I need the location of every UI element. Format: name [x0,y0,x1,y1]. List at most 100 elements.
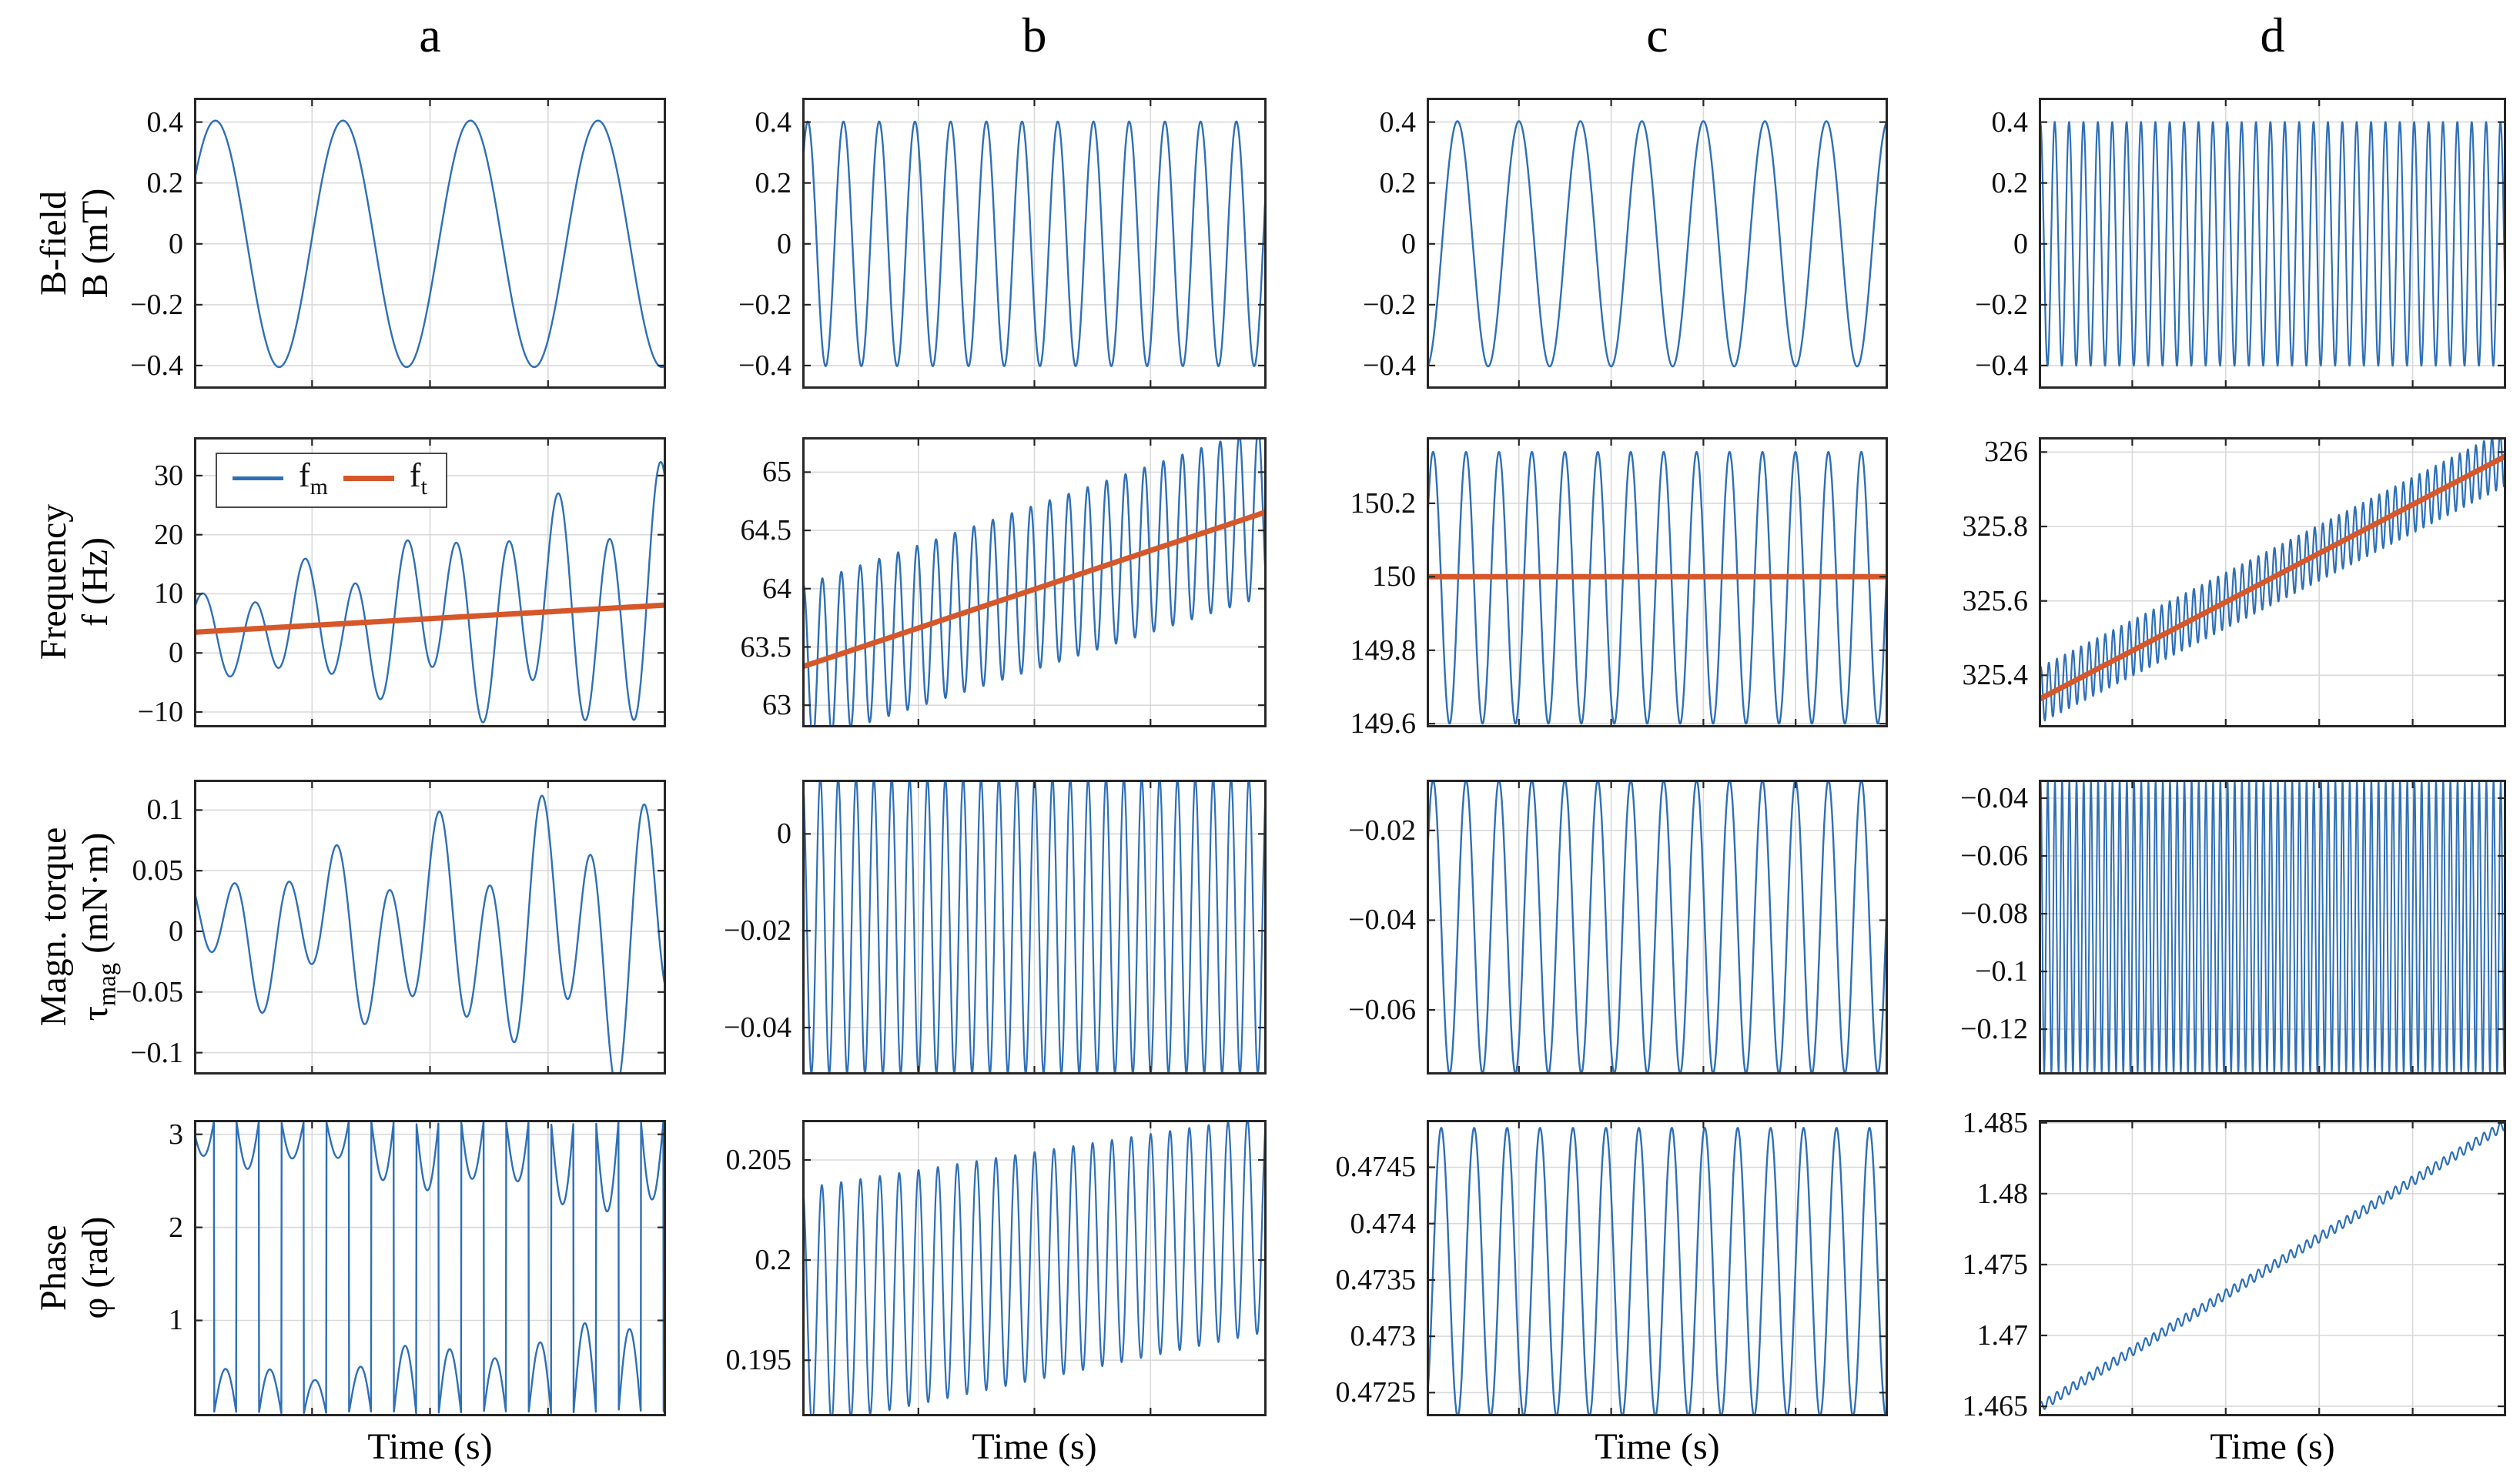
time-axis-label-c: Time (s) [1595,1426,1720,1467]
legend-fm-label: fm [299,456,328,500]
y-tick-label: −0.2 [1975,288,2028,321]
row-label-torque-symbol: τmag (mN·m) [74,832,122,1021]
y-tick-label: 0.4725 [1335,1376,1417,1409]
y-tick-label: 1.485 [1962,1106,2029,1139]
y-tick-label: 0.473 [1350,1320,1417,1353]
y-tick-label: 0.4 [1379,105,1417,139]
phase-c-plot [1427,1120,1888,1416]
y-tick-label: −0.1 [1975,955,2028,988]
y-tick-label: 1.475 [1962,1248,2029,1281]
time-axis-label-b: Time (s) [972,1426,1097,1467]
row-label-frequency-name: Frequency [33,503,74,660]
y-tick-label: 0.4 [755,105,792,139]
y-tick-label: −0.4 [738,349,791,382]
row-label-phase-name: Phase [33,1225,74,1311]
y-tick-label: 0.2 [146,166,184,199]
phase-d-plot [2039,1120,2506,1416]
time-axis-label-d: Time (s) [2210,1426,2335,1467]
y-tick-label: 0.474 [1350,1207,1417,1240]
torque-b-plot [802,780,1267,1075]
y-tick-label: 325.8 [1962,510,2029,543]
y-tick-label: 64 [762,572,791,605]
y-tick-label: 325.4 [1962,659,2029,692]
y-tick-label: −0.4 [130,349,183,382]
y-tick-label: 0 [1401,227,1416,260]
y-tick-label: 0.05 [132,854,184,887]
panel-bfield-b: 0.4 0.2 0 −0.2 −0.4 [738,98,1267,389]
y-tick-label: −0.04 [1960,782,2028,814]
bfield-d-plot [2039,98,2506,389]
legend-ft-line [343,476,394,482]
phase-a-plot [194,1120,666,1416]
y-tick-label: 0 [2013,227,2028,260]
y-tick-label: 149.8 [1350,633,1417,667]
panel-frequency-c: 150.2 150 149.8 149.6 [1350,437,1888,740]
bfield-a-plot [194,98,666,389]
panel-bfield-a: 0.4 0.2 0 −0.2 −0.4 [130,98,666,389]
y-tick-label: 1.48 [1976,1177,2029,1210]
panel-bfield-c: 0.4 0.2 0 −0.2 −0.4 [1363,98,1888,389]
column-title-d: d [2260,8,2285,62]
column-title-c: c [1646,8,1668,62]
y-tick-label: 0.4745 [1335,1151,1417,1184]
phase-b-plot [802,1120,1267,1416]
y-tick-label: −10 [137,696,183,729]
legend-ft-label: ft [409,456,427,500]
panel-torque-a: 0.1 0.05 0 −0.05 −0.1 [115,780,666,1075]
panel-phase-a: 3 2 1 [169,1118,666,1416]
panel-torque-d: −0.04 −0.06 −0.08 −0.1 −0.12 [1960,780,2506,1075]
panel-frequency-a: 30 20 10 0 −10 fm ft [138,437,666,728]
row-label-phase-symbol: φ (rad) [74,1216,115,1319]
column-title-b: b [1022,8,1047,62]
y-tick-label: 0.2 [755,166,792,199]
row-label-phase: Phase φ (rad) [33,1029,124,1484]
y-tick-label: 3 [169,1118,183,1151]
y-tick-label: 20 [154,518,183,551]
y-tick-label: −0.06 [1348,994,1416,1027]
y-tick-label: 149.6 [1350,707,1417,740]
y-tick-label: 0 [777,227,791,260]
row-label-bfield-symbol: B (mT) [74,188,115,299]
panel-frequency-d: 326 325.8 325.6 325.4 [1963,436,2506,727]
y-tick-label: 2 [169,1211,183,1244]
row-label-frequency-symbol: f (Hz) [74,537,115,627]
y-tick-label: 0 [777,817,791,851]
torque-d-plot [2039,780,2506,1075]
y-tick-label: −0.12 [1960,1013,2028,1046]
y-tick-label: 10 [154,577,183,610]
y-tick-label: −0.05 [115,975,183,1008]
panel-frequency-b: 65 64.5 64 63.5 63 [741,437,1267,727]
time-axis-label-a: Time (s) [367,1426,493,1467]
row-label-torque-name: Magn. torque [33,827,74,1027]
y-tick-label: −0.02 [1348,814,1416,847]
y-tick-label: −0.04 [1348,904,1416,937]
legend: fm ft [216,453,447,508]
y-tick-label: −0.4 [1363,349,1416,382]
y-tick-label: 1 [169,1304,183,1337]
panel-bfield-d: 0.4 0.2 0 −0.2 −0.4 [1975,98,2506,389]
y-tick-label: −0.2 [130,288,183,321]
y-tick-label: −0.2 [738,288,791,321]
panel-phase-d: 1.485 1.48 1.475 1.47 1.465 [1963,1107,2506,1422]
y-tick-label: −0.06 [1960,840,2028,873]
torque-c-plot [1427,780,1888,1075]
frequency-c-plot [1427,437,1888,727]
y-tick-label: −0.1 [130,1036,183,1069]
y-tick-label: −0.08 [1960,897,2028,931]
y-tick-label: 65 [762,456,791,489]
y-tick-label: 0.195 [725,1344,792,1377]
y-tick-label: 0.2 [755,1244,792,1277]
y-tick-label: 0 [169,915,183,948]
y-tick-label: 0.2 [1991,166,2029,199]
column-title-a: a [419,8,441,62]
y-tick-label: 0 [169,637,183,670]
y-tick-label: 150 [1372,560,1416,593]
y-tick-label: 0.4 [1991,105,2029,139]
panel-phase-c: 0.4745 0.474 0.4735 0.473 0.4725 [1336,1120,1888,1416]
y-tick-label: 0.1 [146,794,184,827]
frequency-b-plot [802,437,1267,727]
y-tick-label: −0.2 [1363,288,1416,321]
y-tick-label: 326 [1984,436,2028,469]
y-tick-label: 0.2 [1379,166,1417,199]
